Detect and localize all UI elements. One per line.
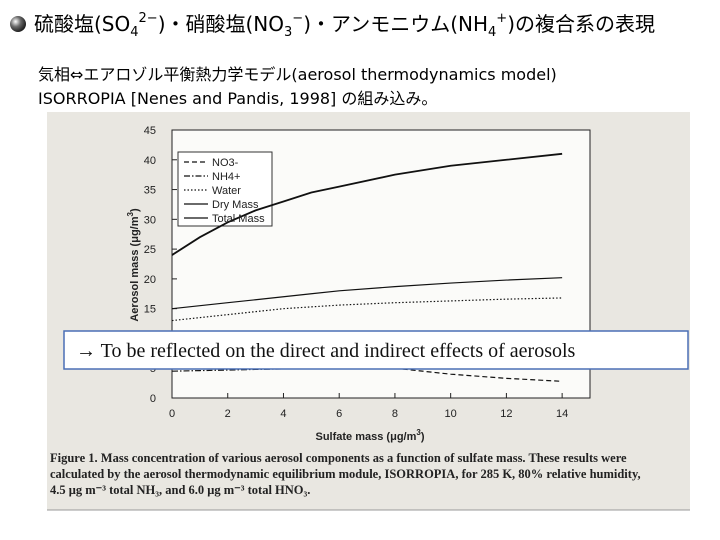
label-part: )	[421, 431, 425, 443]
y-tick-label: 20	[144, 274, 156, 286]
bullet	[10, 16, 26, 32]
title-part: +	[496, 11, 507, 26]
y-axis-label: Aerosol mass (μg/m3)	[126, 208, 141, 322]
legend-label: NO3-	[212, 157, 239, 169]
title-part: −	[292, 11, 303, 26]
legend-label: Water	[212, 185, 241, 197]
body-line: ISORROPIA [Nenes and Pandis, 1998] の組み込み…	[38, 89, 437, 108]
x-tick-label: 8	[392, 408, 398, 420]
series-line	[171, 277, 563, 310]
y-tick-label: 30	[144, 214, 156, 226]
legend	[177, 151, 273, 227]
caption-line: calculated by the aerosol thermodynamic …	[50, 467, 641, 481]
x-tick-label: 12	[500, 408, 512, 420]
series-line	[171, 152, 563, 256]
label-part: )	[129, 208, 141, 212]
title-part: )・硝酸塩(NO	[158, 12, 284, 36]
y-tick-label: 45	[144, 125, 156, 137]
title-part: 4	[488, 25, 496, 40]
callout-box	[63, 330, 689, 370]
x-tick-label: 4	[280, 408, 286, 420]
y-tick-label: 40	[144, 155, 156, 167]
label-part: 3	[416, 428, 421, 437]
title-part: 3	[284, 25, 292, 40]
legend-label: NH4+	[212, 171, 240, 183]
legend-label: Dry Mass	[212, 199, 259, 211]
x-tick-label: 14	[556, 408, 568, 420]
x-tick-label: 6	[336, 408, 342, 420]
label-part: Aerosol mass (μg/m	[129, 216, 141, 321]
label-part: Sulfate mass (μg/m	[316, 431, 417, 443]
title-part: 硫酸塩(SO	[34, 12, 130, 36]
title-part: )の複合系の表現	[507, 12, 655, 36]
series-line	[171, 297, 563, 322]
x-tick-label: 0	[169, 408, 175, 420]
y-tick-label: 15	[144, 304, 156, 316]
y-tick-label: 0	[150, 393, 156, 405]
title: 硫酸塩(SO42−)・硝酸塩(NO3−)・アンモニウム(NH4+)の複合系の表現	[34, 11, 655, 40]
caption-line: 4.5 μg m⁻³ total NH₃, and 6.0 μg m⁻³ tot…	[50, 483, 310, 497]
x-tick-label: 2	[225, 408, 231, 420]
title-part: 4	[130, 25, 138, 40]
legend-label: Total Mass	[212, 213, 265, 225]
y-tick-label: 35	[144, 185, 156, 197]
callout-text: → To be reflected on the direct and indi…	[76, 340, 576, 362]
x-tick-label: 10	[445, 408, 457, 420]
title-part: 2−	[139, 11, 158, 26]
y-tick-label: 25	[144, 244, 156, 256]
label-part: 3	[126, 211, 135, 216]
caption-line: Figure 1. Mass concentration of various …	[50, 451, 627, 465]
x-axis-label: Sulfate mass (μg/m3)	[316, 428, 425, 443]
title-part: )・アンモニウム(NH	[303, 12, 488, 36]
body-line: 気相⇔エアロゾル平衡熱力学モデル(aerosol thermodynamics …	[38, 65, 557, 84]
